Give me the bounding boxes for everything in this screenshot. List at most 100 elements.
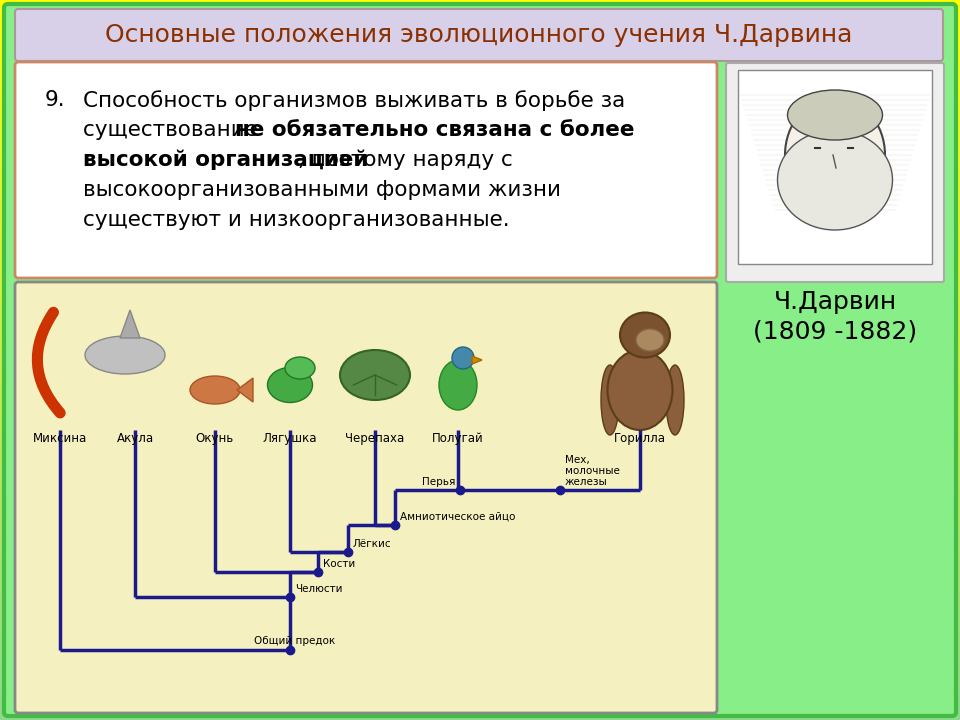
Bar xyxy=(0,22,960,25)
Bar xyxy=(0,259,960,263)
Bar xyxy=(0,679,960,683)
Bar xyxy=(0,703,960,706)
Bar xyxy=(0,9,960,13)
Bar xyxy=(0,175,960,179)
Bar xyxy=(0,675,960,678)
Bar xyxy=(0,305,960,308)
Bar xyxy=(0,477,960,481)
Bar xyxy=(0,142,960,145)
Bar xyxy=(0,14,960,18)
Bar xyxy=(0,302,960,306)
Text: существуют и низкоорганизованные.: существуют и низкоорганизованные. xyxy=(83,210,510,230)
Bar xyxy=(0,662,960,666)
Bar xyxy=(0,65,960,68)
Bar xyxy=(0,315,960,318)
Polygon shape xyxy=(120,310,140,338)
Bar xyxy=(0,117,960,121)
Bar xyxy=(0,168,960,171)
Bar xyxy=(0,574,960,577)
Bar xyxy=(0,698,960,702)
Bar xyxy=(0,423,960,426)
Bar xyxy=(0,531,960,534)
Bar xyxy=(0,317,960,320)
Bar xyxy=(0,38,960,42)
Text: Основные положения эволюционного учения Ч.Дарвина: Основные положения эволюционного учения … xyxy=(106,23,852,47)
Ellipse shape xyxy=(666,365,684,435)
Bar xyxy=(0,36,960,40)
Bar xyxy=(0,706,960,709)
Text: Ч.Дарвин: Ч.Дарвин xyxy=(774,290,897,314)
Bar xyxy=(0,185,960,188)
Bar xyxy=(0,274,960,277)
Bar xyxy=(0,353,960,356)
Bar xyxy=(0,225,960,229)
Bar xyxy=(0,204,960,207)
Bar xyxy=(0,593,960,596)
Bar xyxy=(0,585,960,589)
Bar xyxy=(0,533,960,536)
Bar xyxy=(0,646,960,649)
Bar xyxy=(0,655,960,659)
Bar xyxy=(0,487,960,490)
Bar xyxy=(0,441,960,445)
Bar xyxy=(0,218,960,222)
Polygon shape xyxy=(237,378,253,402)
Bar xyxy=(0,326,960,330)
Ellipse shape xyxy=(601,365,619,435)
Bar xyxy=(0,283,960,287)
Bar xyxy=(0,252,960,256)
Bar xyxy=(0,250,960,253)
Bar xyxy=(0,41,960,44)
Bar xyxy=(0,701,960,704)
FancyBboxPatch shape xyxy=(15,282,717,713)
Bar xyxy=(0,552,960,555)
Bar xyxy=(0,562,960,565)
Bar xyxy=(0,475,960,479)
Bar xyxy=(0,711,960,714)
Bar xyxy=(0,485,960,488)
Bar xyxy=(0,432,960,436)
Bar xyxy=(0,598,960,601)
Bar xyxy=(0,497,960,500)
Bar xyxy=(0,180,960,184)
Bar xyxy=(0,389,960,392)
Bar xyxy=(0,547,960,551)
Bar xyxy=(0,516,960,519)
Bar xyxy=(0,240,960,243)
Ellipse shape xyxy=(778,130,893,230)
Bar xyxy=(0,492,960,495)
Bar xyxy=(0,526,960,529)
Bar xyxy=(0,362,960,366)
Bar xyxy=(0,72,960,76)
Ellipse shape xyxy=(787,90,882,140)
Bar xyxy=(0,369,960,373)
Bar xyxy=(0,559,960,562)
Bar xyxy=(0,410,960,414)
Bar xyxy=(0,420,960,423)
Bar xyxy=(0,718,960,720)
Bar xyxy=(0,480,960,483)
Bar xyxy=(0,677,960,680)
Bar xyxy=(0,600,960,603)
FancyBboxPatch shape xyxy=(15,62,717,278)
Bar xyxy=(0,454,960,457)
Bar xyxy=(0,506,960,510)
Bar xyxy=(0,132,960,135)
Bar xyxy=(0,254,960,258)
Ellipse shape xyxy=(340,350,410,400)
Bar xyxy=(0,569,960,572)
Bar xyxy=(0,538,960,541)
Bar xyxy=(0,264,960,267)
Bar xyxy=(0,682,960,685)
Bar xyxy=(0,7,960,11)
Bar xyxy=(0,686,960,690)
Bar xyxy=(0,333,960,337)
Bar xyxy=(0,115,960,119)
Bar xyxy=(0,286,960,289)
Text: Общий предок: Общий предок xyxy=(254,636,336,646)
Bar xyxy=(0,425,960,428)
Bar xyxy=(0,310,960,313)
Text: Мех,
молочные
железы: Мех, молочные железы xyxy=(565,455,620,487)
Bar xyxy=(0,156,960,159)
Bar xyxy=(0,48,960,51)
